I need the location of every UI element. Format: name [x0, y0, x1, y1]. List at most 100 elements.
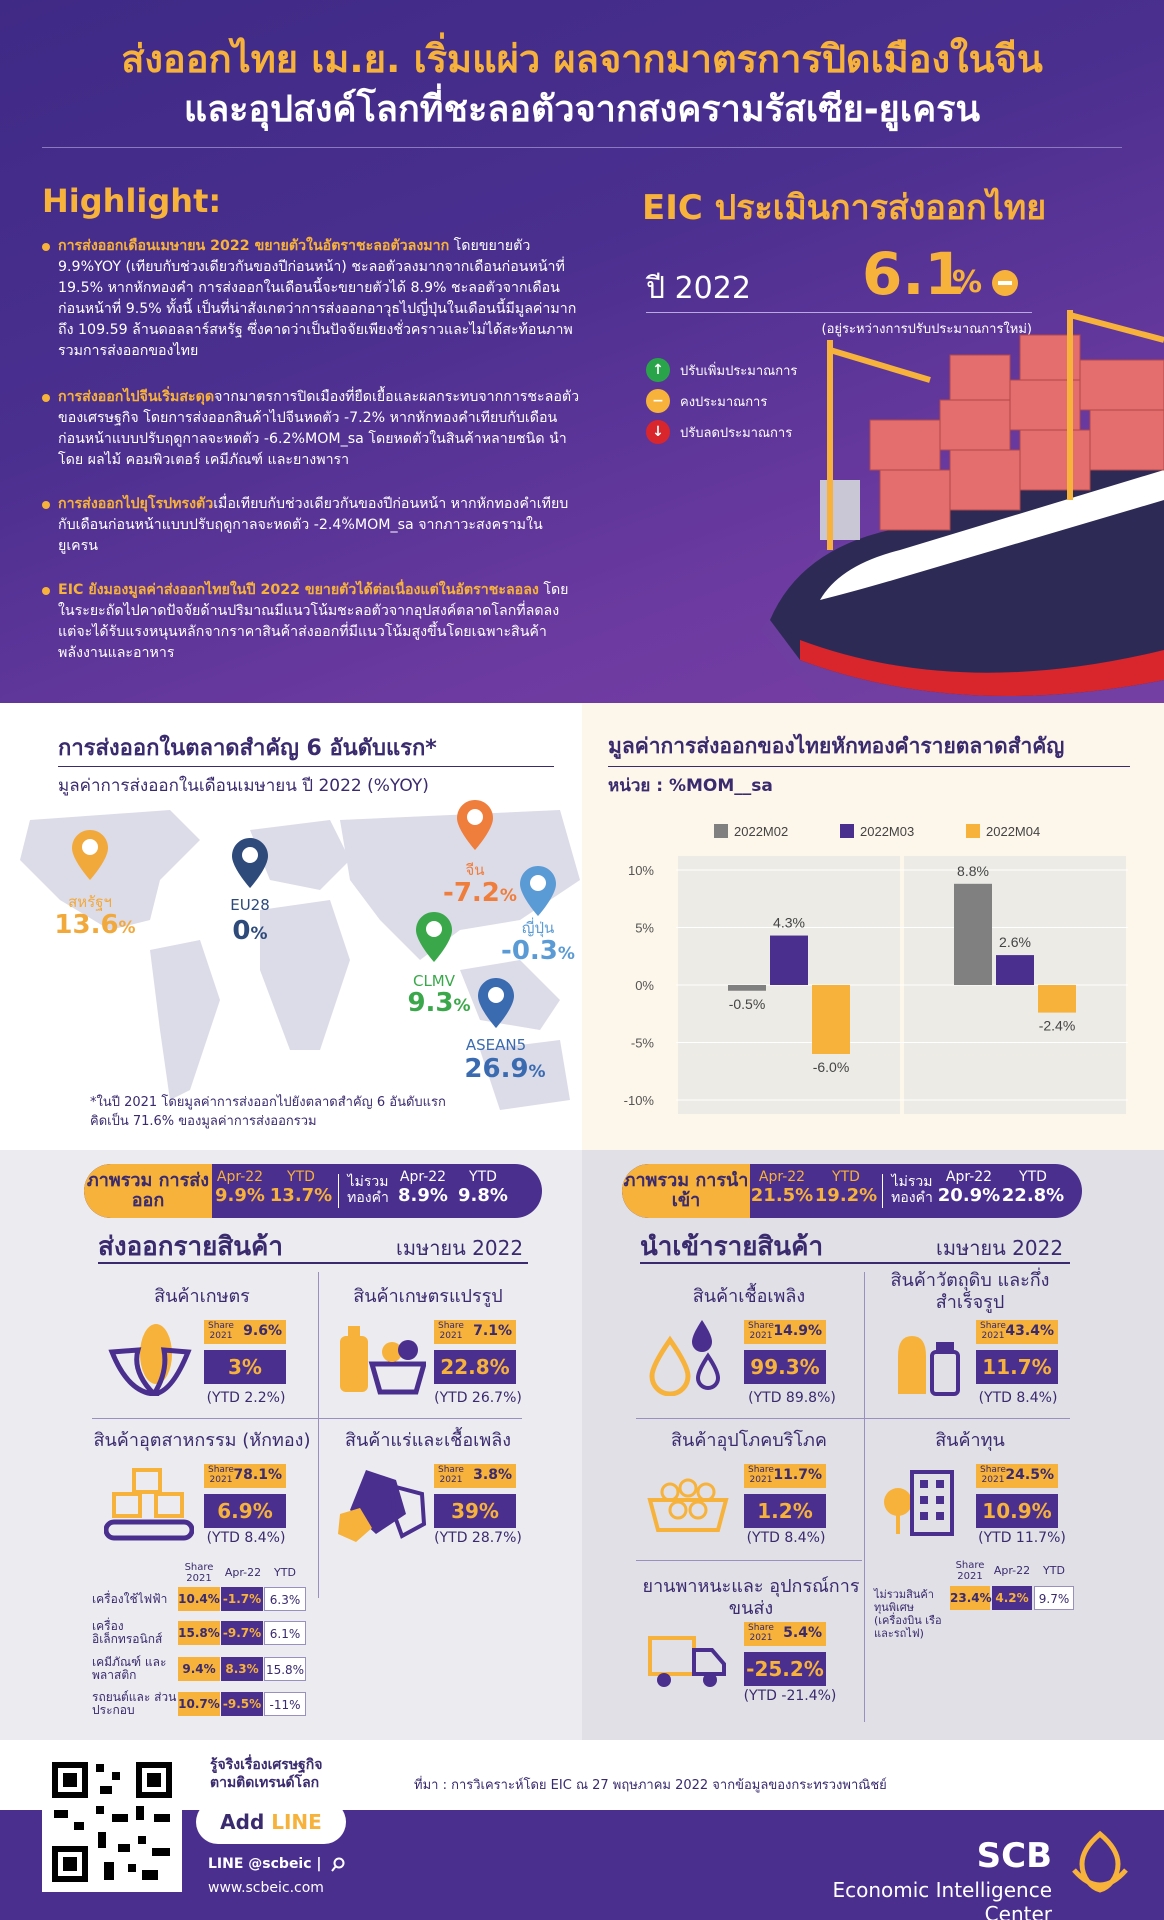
category-name: สินค้าเกษตรแปรรูป [353, 1286, 503, 1307]
category-ytd: (YTD 8.4%) [746, 1530, 826, 1546]
qr-code-icon[interactable] [42, 1752, 182, 1892]
location-pin-icon [457, 800, 493, 850]
share-badge: Share 2021 43.4% [976, 1320, 1058, 1344]
legend-item: − คงประมาณการ [646, 389, 767, 413]
subtable-share: 23.4% [950, 1586, 992, 1610]
subtable-row: รถยนต์และ ส่วนประกอบ 10.7% -9.5% -11% [92, 1691, 307, 1717]
subtable-header: Apr-22 [993, 1564, 1031, 1577]
pill-excl-gold: ไม่รวม ทองคำ [347, 1174, 389, 1206]
highlight-bold: การส่งออกเดือนเมษายน 2022 ขยายตัวในอัตรา… [58, 238, 450, 254]
footnote: *ในปี 2021 โดยมูลค่าการส่งออกไปยังตลาดสำ… [90, 1093, 446, 1131]
divider [318, 1272, 319, 1598]
divider [608, 766, 1130, 767]
industrial-goods-icon [104, 1468, 194, 1541]
divider [636, 1560, 862, 1561]
arrow-up-icon: ↑ [646, 358, 670, 382]
page-subtitle: และอุปสงค์โลกที่ชะลอตัวจากสงครามรัสเซีย-… [183, 89, 981, 130]
imports-month: เมษายน 2022 [936, 1236, 1064, 1260]
footnote-line: คิดเป็น 71.6% ของมูลค่าการส่งออกรวม [90, 1114, 317, 1129]
divider [98, 1262, 528, 1264]
footnote-line: *ในปี 2021 โดยมูลค่าการส่งออกไปยังตลาดสำ… [90, 1095, 446, 1110]
search-icon[interactable] [330, 1857, 346, 1873]
highlight-bold: การส่งออกไปจีนเริ่มสะดุด [58, 389, 215, 405]
legend-label: ปรับเพิ่มประมาณการ [680, 363, 798, 379]
subtable-label: ไม่รวมสินค้า ทุนพิเศษ (เครื่องบิน เรือแล… [874, 1588, 942, 1640]
highlight-bold: การส่งออกไปยุโรปทรงตัว [58, 496, 214, 512]
legend-swatch [966, 824, 980, 838]
eic-forecast-value: 6.1 [862, 240, 965, 308]
highlight-title: Highlight: [42, 182, 222, 220]
maintain-forecast-icon [992, 270, 1018, 296]
truck-icon [648, 1636, 726, 1687]
pill-label: ภาพรวม การนำเข้า [622, 1164, 750, 1218]
brand-name: SCB [976, 1836, 1052, 1876]
divider [646, 312, 1032, 313]
highlight-item: การส่งออกไปจีนเริ่มสะดุดจากมาตรการปิดเมื… [42, 387, 582, 471]
highlight-item: การส่งออกเดือนเมษายน 2022 ขยายตัวในอัตรา… [42, 236, 582, 362]
category-ytd: (YTD 26.7%) [434, 1390, 522, 1406]
category-ytd: (YTD 8.4%) [206, 1530, 286, 1546]
pill-cell: Apr-22 21.5% [750, 1169, 814, 1206]
highlight-text: โดยในระยะถัดไปคาดปัจจัยด้านปริมาณมีแนวโน… [58, 582, 569, 661]
legend-item: ↓ ปรับลดประมาณการ [646, 420, 792, 444]
bar-chart: 2022M02 2022M03 2022M04 10% 5% 0% -5% -10% -0.5%… [624, 824, 1128, 1114]
category-name: สินค้าเกษตร [154, 1286, 250, 1307]
divider [42, 147, 1122, 148]
pin-label: สหรัฐฯ [68, 893, 112, 911]
subtable-header: Apr-22 [224, 1566, 262, 1579]
footer-top [0, 1740, 1164, 1810]
category-name: สินค้าเชื้อเพลิง [692, 1286, 806, 1307]
divider [882, 1174, 883, 1208]
category-name: สินค้าวัตถุดิบ และกึ่งสำเร็จรูป [890, 1270, 1050, 1313]
page-title: ส่งออกไทย เม.ย. เริ่มแผ่ว ผลจากมาตรการปิ… [121, 37, 1043, 81]
bar [812, 985, 850, 1054]
legend-label: ปรับลดประมาณการ [680, 425, 793, 441]
subtable-apr: 4.2% [992, 1586, 1032, 1610]
add-line-button[interactable]: Add LINE [196, 1800, 346, 1844]
bar [954, 883, 992, 985]
legend-swatch [714, 824, 728, 838]
pill-cell: Apr-22 8.9% [398, 1169, 448, 1206]
y-tick-label: -10% [624, 1093, 655, 1108]
pin-label: จีน [465, 861, 485, 879]
data-label: 2.6% [999, 934, 1031, 950]
share-badge: Share 2021 11.7% [744, 1464, 826, 1488]
category-value: 39% [434, 1494, 516, 1528]
legend-label: คงประมาณการ [680, 394, 768, 410]
arrow-down-icon: ↓ [646, 420, 670, 444]
location-pin-icon [232, 838, 268, 888]
y-tick-label: -5% [631, 1036, 655, 1051]
pin-value: -7.2% [443, 878, 517, 908]
source-note: ที่มา : การวิเคราะห์โดย EIC ณ 27 พฤษภาคม… [414, 1778, 887, 1793]
category-ytd: (YTD 11.7%) [978, 1530, 1066, 1546]
capital-goods-icon [884, 1470, 954, 1536]
category-ytd: (YTD 28.7%) [434, 1530, 522, 1546]
pin-label: CLMV [412, 972, 456, 990]
category-name: สินค้าทุน [935, 1430, 1005, 1451]
pill-cell: YTD 13.7% [269, 1169, 333, 1206]
y-tick-label: 0% [635, 978, 654, 993]
line-id-link[interactable]: LINE @scbeic | [208, 1856, 322, 1872]
processed-food-icon [340, 1326, 426, 1395]
brand-subtitle: Economic Intelligence Center [832, 1878, 1052, 1920]
footer-bar [0, 1810, 1164, 1920]
chart-unit-label: หน่วย : %MOM__sa [608, 776, 773, 796]
share-badge: Share 2021 24.5% [976, 1464, 1058, 1488]
bar [728, 985, 766, 991]
subtable-row: เครื่องใช้ไฟฟ้า 10.4% -1.7% 6.3% [92, 1586, 307, 1612]
location-pin-icon [72, 830, 108, 880]
subtable-header: YTD [1043, 1564, 1065, 1577]
share-badge: Share 2021 3.8% [434, 1464, 516, 1488]
highlight-text: จากมาตรการปิดเมืองที่ยืดเยื้อและผลกระทบจ… [58, 389, 580, 468]
highlight-text: โดยขยายตัว 9.9%YOY (เทียบกับช่วงเดียวกัน… [58, 238, 577, 359]
website-link[interactable]: www.scbeic.com [208, 1880, 324, 1896]
eic-forecast-unit: % [952, 265, 983, 300]
pill-cell: YTD 19.2% [814, 1169, 878, 1206]
data-label: -6.0% [813, 1059, 850, 1075]
category-value: 11.7% [976, 1350, 1058, 1384]
raw-materials-icon [898, 1336, 960, 1396]
share-badge: Share 2021 9.6% [204, 1320, 286, 1344]
pill-excl-gold: ไม่รวม ทองคำ [891, 1174, 933, 1206]
category-value: 6.9% [204, 1494, 286, 1528]
divider [338, 1174, 339, 1208]
